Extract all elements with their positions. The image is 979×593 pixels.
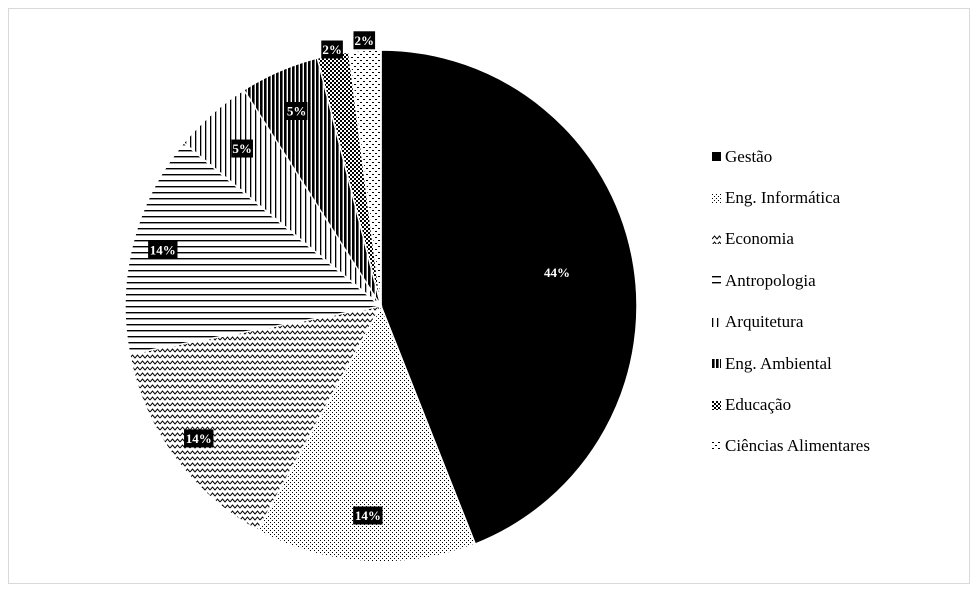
data-label-text: 14% [186, 431, 212, 446]
pie-slice-antropologia [124, 141, 383, 355]
data-label-box [321, 40, 343, 59]
data-label-text: 5% [287, 103, 307, 118]
legend-label: Economia [725, 229, 794, 249]
legend-label: Eng. Informática [725, 188, 841, 208]
legend-label: Gestão [725, 146, 773, 166]
data-label-educacao: 2% [321, 40, 343, 59]
legend-item-eng-informatica: Eng. Informática [712, 177, 870, 218]
legend-label: Ciências Alimentares [725, 436, 870, 456]
legend-swatch-eng-informatica [712, 193, 721, 203]
data-label-box [353, 31, 376, 50]
legend-swatch-eng-ambiental [712, 359, 721, 369]
legend-label: Antropologia [725, 270, 816, 290]
data-label-economia: 14% [184, 429, 214, 448]
pie-slice-gestao [380, 49, 638, 545]
pie-slice-economia [128, 304, 383, 532]
data-label-box [184, 429, 214, 448]
legend-swatch-arquitetura [712, 317, 721, 327]
data-label-antropologia: 14% [148, 240, 178, 259]
legend-item-ciencias-alimentares: Ciências Alimentares [712, 426, 870, 467]
legend-swatch-gestao [712, 152, 721, 162]
data-label-box [148, 240, 178, 259]
data-label-box [353, 506, 383, 525]
data-label-box [285, 101, 308, 120]
legend-swatch-antropologia [712, 276, 721, 286]
legend-swatch-economia [712, 234, 721, 244]
legend-swatch-ciencias-alimentares [712, 441, 721, 451]
data-label-box [231, 139, 253, 158]
legend-item-eng-ambiental: Eng. Ambiental [712, 343, 870, 384]
legend-label: Arquitetura [725, 312, 804, 332]
data-label-eng-informatica: 14% [353, 506, 383, 525]
data-label-text: 14% [355, 508, 381, 523]
legend-item-antropologia: Antropologia [712, 260, 870, 301]
data-label-gestao: 44% [544, 265, 570, 280]
pie-slice-ciencias-alimentares [348, 49, 382, 307]
data-label-text: 2% [322, 42, 342, 57]
legend-item-educacao: Educação [712, 384, 870, 425]
data-label-text: 5% [232, 141, 252, 156]
legend-swatch-educacao [712, 400, 721, 410]
data-label-arquitetura: 5% [231, 139, 253, 158]
legend-item-economia: Economia [712, 219, 870, 260]
data-label-text: 44% [544, 265, 570, 280]
legend-label: Educação [725, 395, 792, 415]
chart-legend: Gestão Eng. Informática Economia Antropolog… [712, 136, 870, 467]
data-label-text: 2% [355, 33, 375, 48]
data-label-text: 14% [150, 242, 176, 257]
legend-item-gestao: Gestão [712, 136, 870, 177]
data-label-eng-ambiental: 5% [285, 101, 308, 120]
pie-slice-eng-informatica [256, 304, 477, 563]
data-label-ciencias-alimentares: 2% [353, 31, 376, 50]
legend-label: Eng. Ambiental [725, 353, 832, 373]
legend-item-arquitetura: Arquitetura [712, 302, 870, 343]
